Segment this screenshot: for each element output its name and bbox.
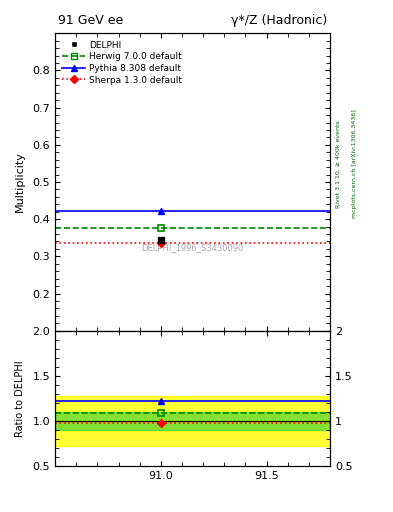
Text: 91 GeV ee: 91 GeV ee (58, 14, 123, 27)
Bar (55, 396, 330, 446)
Text: Rivet 3.1.10, ≥ 400k events: Rivet 3.1.10, ≥ 400k events (336, 120, 341, 208)
Text: DELPHI_1996_S3430090: DELPHI_1996_S3430090 (141, 243, 244, 252)
Bar (55, 412, 330, 430)
Y-axis label: Multiplicity: Multiplicity (15, 152, 25, 212)
Text: mcplots.cern.ch [arXiv:1306.3436]: mcplots.cern.ch [arXiv:1306.3436] (352, 110, 357, 218)
Legend: DELPHI, Herwig 7.0.0 default, Pythia 8.308 default, Sherpa 1.3.0 default: DELPHI, Herwig 7.0.0 default, Pythia 8.3… (59, 38, 185, 88)
Text: γ*/Z (Hadronic): γ*/Z (Hadronic) (231, 14, 327, 27)
Y-axis label: Ratio to DELPHI: Ratio to DELPHI (15, 360, 25, 437)
